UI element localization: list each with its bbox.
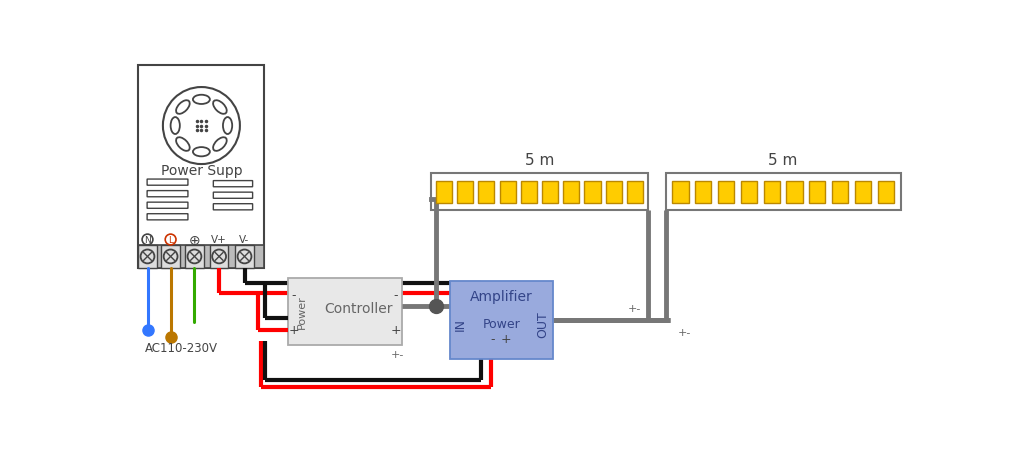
Bar xyxy=(786,182,803,203)
Text: Power: Power xyxy=(297,295,306,329)
Text: 5 m: 5 m xyxy=(768,153,798,168)
Bar xyxy=(500,182,516,203)
Text: -: - xyxy=(292,289,296,302)
Text: -: - xyxy=(393,289,397,302)
Bar xyxy=(809,182,825,203)
Bar xyxy=(740,182,757,203)
Bar xyxy=(605,182,622,203)
Text: -: - xyxy=(490,333,496,346)
Bar xyxy=(138,245,157,268)
Text: +-: +- xyxy=(678,327,691,337)
Text: Controller: Controller xyxy=(324,301,392,315)
Bar xyxy=(673,182,688,203)
Text: V+: V+ xyxy=(211,235,227,245)
Bar xyxy=(138,245,264,268)
Text: L: L xyxy=(168,236,173,245)
Text: +: + xyxy=(289,323,299,337)
Text: +-: +- xyxy=(391,349,404,359)
Text: V-: V- xyxy=(240,235,250,245)
Text: ⊕: ⊕ xyxy=(188,233,201,247)
Bar xyxy=(162,245,180,268)
Text: +: + xyxy=(390,323,400,337)
Bar xyxy=(478,182,495,203)
Bar xyxy=(563,182,580,203)
FancyBboxPatch shape xyxy=(147,203,188,209)
Bar xyxy=(878,182,894,203)
Text: Amplifier: Amplifier xyxy=(470,290,532,304)
Bar xyxy=(627,182,643,203)
Bar xyxy=(236,245,254,268)
Text: Power Supp: Power Supp xyxy=(161,164,243,178)
FancyBboxPatch shape xyxy=(147,179,188,186)
Text: 5 m: 5 m xyxy=(524,153,554,168)
Bar xyxy=(210,245,228,268)
Bar xyxy=(138,245,264,268)
Bar xyxy=(695,182,712,203)
Bar xyxy=(436,182,452,203)
Bar xyxy=(185,245,204,268)
Bar xyxy=(764,182,780,203)
Text: Power: Power xyxy=(482,317,520,330)
Bar xyxy=(431,174,648,211)
FancyBboxPatch shape xyxy=(213,204,253,210)
Bar xyxy=(855,182,871,203)
Text: IN: IN xyxy=(454,317,467,330)
Bar xyxy=(521,182,537,203)
Text: +: + xyxy=(501,333,512,346)
Text: +-: +- xyxy=(628,303,642,313)
Bar xyxy=(585,182,600,203)
FancyBboxPatch shape xyxy=(147,214,188,220)
Bar xyxy=(457,182,473,203)
Bar xyxy=(833,182,848,203)
FancyBboxPatch shape xyxy=(213,193,253,199)
Bar xyxy=(666,174,900,211)
Text: AC110-230V: AC110-230V xyxy=(144,341,217,354)
Bar xyxy=(718,182,734,203)
FancyBboxPatch shape xyxy=(147,191,188,198)
FancyBboxPatch shape xyxy=(213,181,253,188)
Bar xyxy=(288,278,401,345)
Bar xyxy=(451,281,553,359)
Bar xyxy=(542,182,558,203)
Text: OUT: OUT xyxy=(536,310,549,337)
Text: N: N xyxy=(144,236,151,245)
Bar xyxy=(138,66,264,268)
